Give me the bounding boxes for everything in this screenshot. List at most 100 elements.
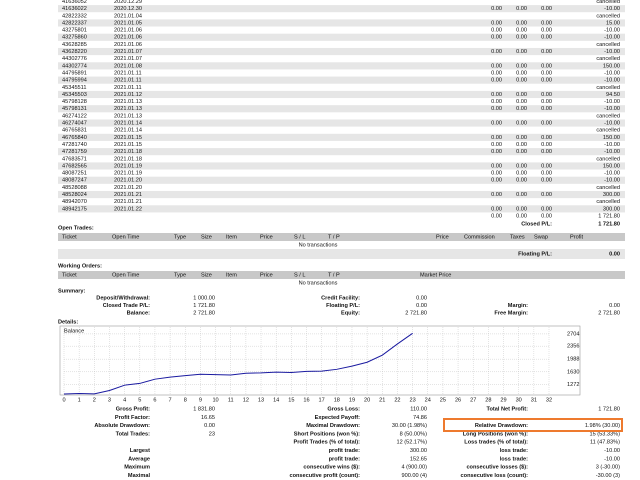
label: consecutive losses ($):: [466, 465, 528, 471]
label: Balance:: [127, 311, 150, 317]
cell: 0.00: [491, 20, 502, 26]
cell: 15.00: [606, 20, 620, 26]
x-tick-label: 8: [184, 397, 187, 403]
status: cancelled: [596, 85, 620, 91]
x-tick-label: 15: [288, 397, 294, 403]
header: Taxes: [510, 234, 525, 240]
closed-pl-label: Closed P/L:: [521, 221, 552, 227]
cell: 0.00: [541, 135, 552, 141]
row-bg: [58, 5, 625, 13]
cell: -10.00: [604, 6, 620, 12]
label: Loss trades (% of total):: [464, 440, 528, 446]
time: 2021.01.13: [114, 99, 142, 105]
cell: 0.00: [541, 163, 552, 169]
value: 3 (-30.00): [596, 465, 620, 471]
cell: 0.00: [491, 99, 502, 105]
label: Absolute Drawdown:: [94, 423, 150, 429]
cell: 0.00: [541, 142, 552, 148]
cell: 0.00: [491, 149, 502, 155]
value: 15 (53.33%): [590, 431, 621, 437]
y-tick-label: 2704: [567, 331, 579, 337]
cell: 0.00: [516, 99, 527, 105]
value: 74.86: [413, 415, 427, 421]
cell: 0.00: [491, 163, 502, 169]
cell: 0.00: [516, 49, 527, 55]
cell: -10.00: [604, 35, 620, 41]
ticket: 43275860: [62, 35, 87, 41]
label: Expected Payoff:: [315, 415, 361, 421]
ticket: 45345511: [62, 85, 86, 91]
status: cancelled: [596, 128, 620, 134]
header: Swap: [534, 234, 548, 240]
label: Total Net Profit:: [486, 406, 528, 412]
section-title: Details:: [58, 319, 78, 325]
value: 0.00: [416, 295, 427, 301]
status: cancelled: [596, 199, 620, 205]
label: Maximum: [124, 465, 150, 471]
cell: 0.00: [541, 6, 552, 12]
label: consecutive profit (count):: [289, 473, 360, 479]
y-tick-label: 2356: [567, 344, 579, 350]
header: Item: [226, 234, 237, 240]
ticket: 43628285: [62, 42, 87, 48]
label: Gross Loss:: [327, 406, 360, 412]
cell: 0.00: [541, 63, 552, 69]
empty: No transactions: [299, 242, 338, 248]
x-tick-label: 25: [440, 397, 446, 403]
row-bg: [58, 271, 625, 279]
y-tick-label: 1630: [567, 369, 579, 375]
time: 2021.01.20: [114, 178, 142, 184]
value: 300.00: [410, 448, 427, 454]
ticket: 48087247: [62, 178, 87, 184]
cell: 0.00: [516, 35, 527, 41]
x-tick-label: 30: [516, 397, 522, 403]
time: 2021.01.12: [114, 92, 142, 98]
row-bg: [58, 233, 625, 241]
cell: -10.00: [604, 171, 620, 177]
cell: 0.00: [541, 20, 552, 26]
header: Price: [436, 234, 449, 240]
value: -10.00: [604, 448, 620, 454]
cell: 0.00: [541, 149, 552, 155]
ticket: 46274047: [62, 121, 87, 127]
x-tick-label: 14: [273, 397, 279, 403]
time: 2021.01.21: [114, 192, 142, 198]
cell: 0.00: [541, 35, 552, 41]
label: Total Trades:: [116, 431, 151, 437]
status: cancelled: [596, 42, 620, 48]
ticket: 47683571: [62, 156, 87, 162]
label: Maximal: [128, 473, 151, 479]
value: 1 721.80: [598, 406, 620, 412]
time: 2021.01.18: [114, 156, 142, 162]
ticket: 45345503: [62, 92, 87, 98]
cell: 0.00: [516, 70, 527, 76]
value: 110.00: [410, 406, 427, 412]
cell: 0.00: [541, 192, 552, 198]
time: 2021.01.07: [114, 49, 142, 55]
row-bg: [58, 190, 625, 199]
time: 2021.01.14: [114, 121, 142, 127]
total: 0.00: [491, 213, 502, 219]
header: Type: [174, 234, 186, 240]
row-bg: [58, 47, 625, 56]
total: 0.00: [541, 213, 552, 219]
ticket: 48528024: [62, 192, 87, 198]
cell: 0.00: [491, 63, 502, 69]
header: Commission: [464, 234, 495, 240]
label: Credit Facility:: [321, 295, 360, 301]
x-tick-label: 31: [531, 397, 537, 403]
cell: 0.00: [491, 78, 502, 84]
value: 900.00 (4): [402, 473, 428, 479]
cell: 0.00: [491, 206, 502, 212]
x-tick-label: 27: [470, 397, 476, 403]
row-bg: [58, 105, 625, 113]
cell: 0.00: [516, 149, 527, 155]
value: 30.00 (1.98%): [392, 423, 427, 429]
cell: 0.00: [516, 142, 527, 148]
header: Ticket: [62, 234, 77, 240]
section-title: Summary:: [58, 288, 85, 294]
time: 2021.01.14: [114, 128, 142, 134]
section-title: Working Orders:: [58, 263, 102, 269]
balance-line: [63, 332, 413, 395]
